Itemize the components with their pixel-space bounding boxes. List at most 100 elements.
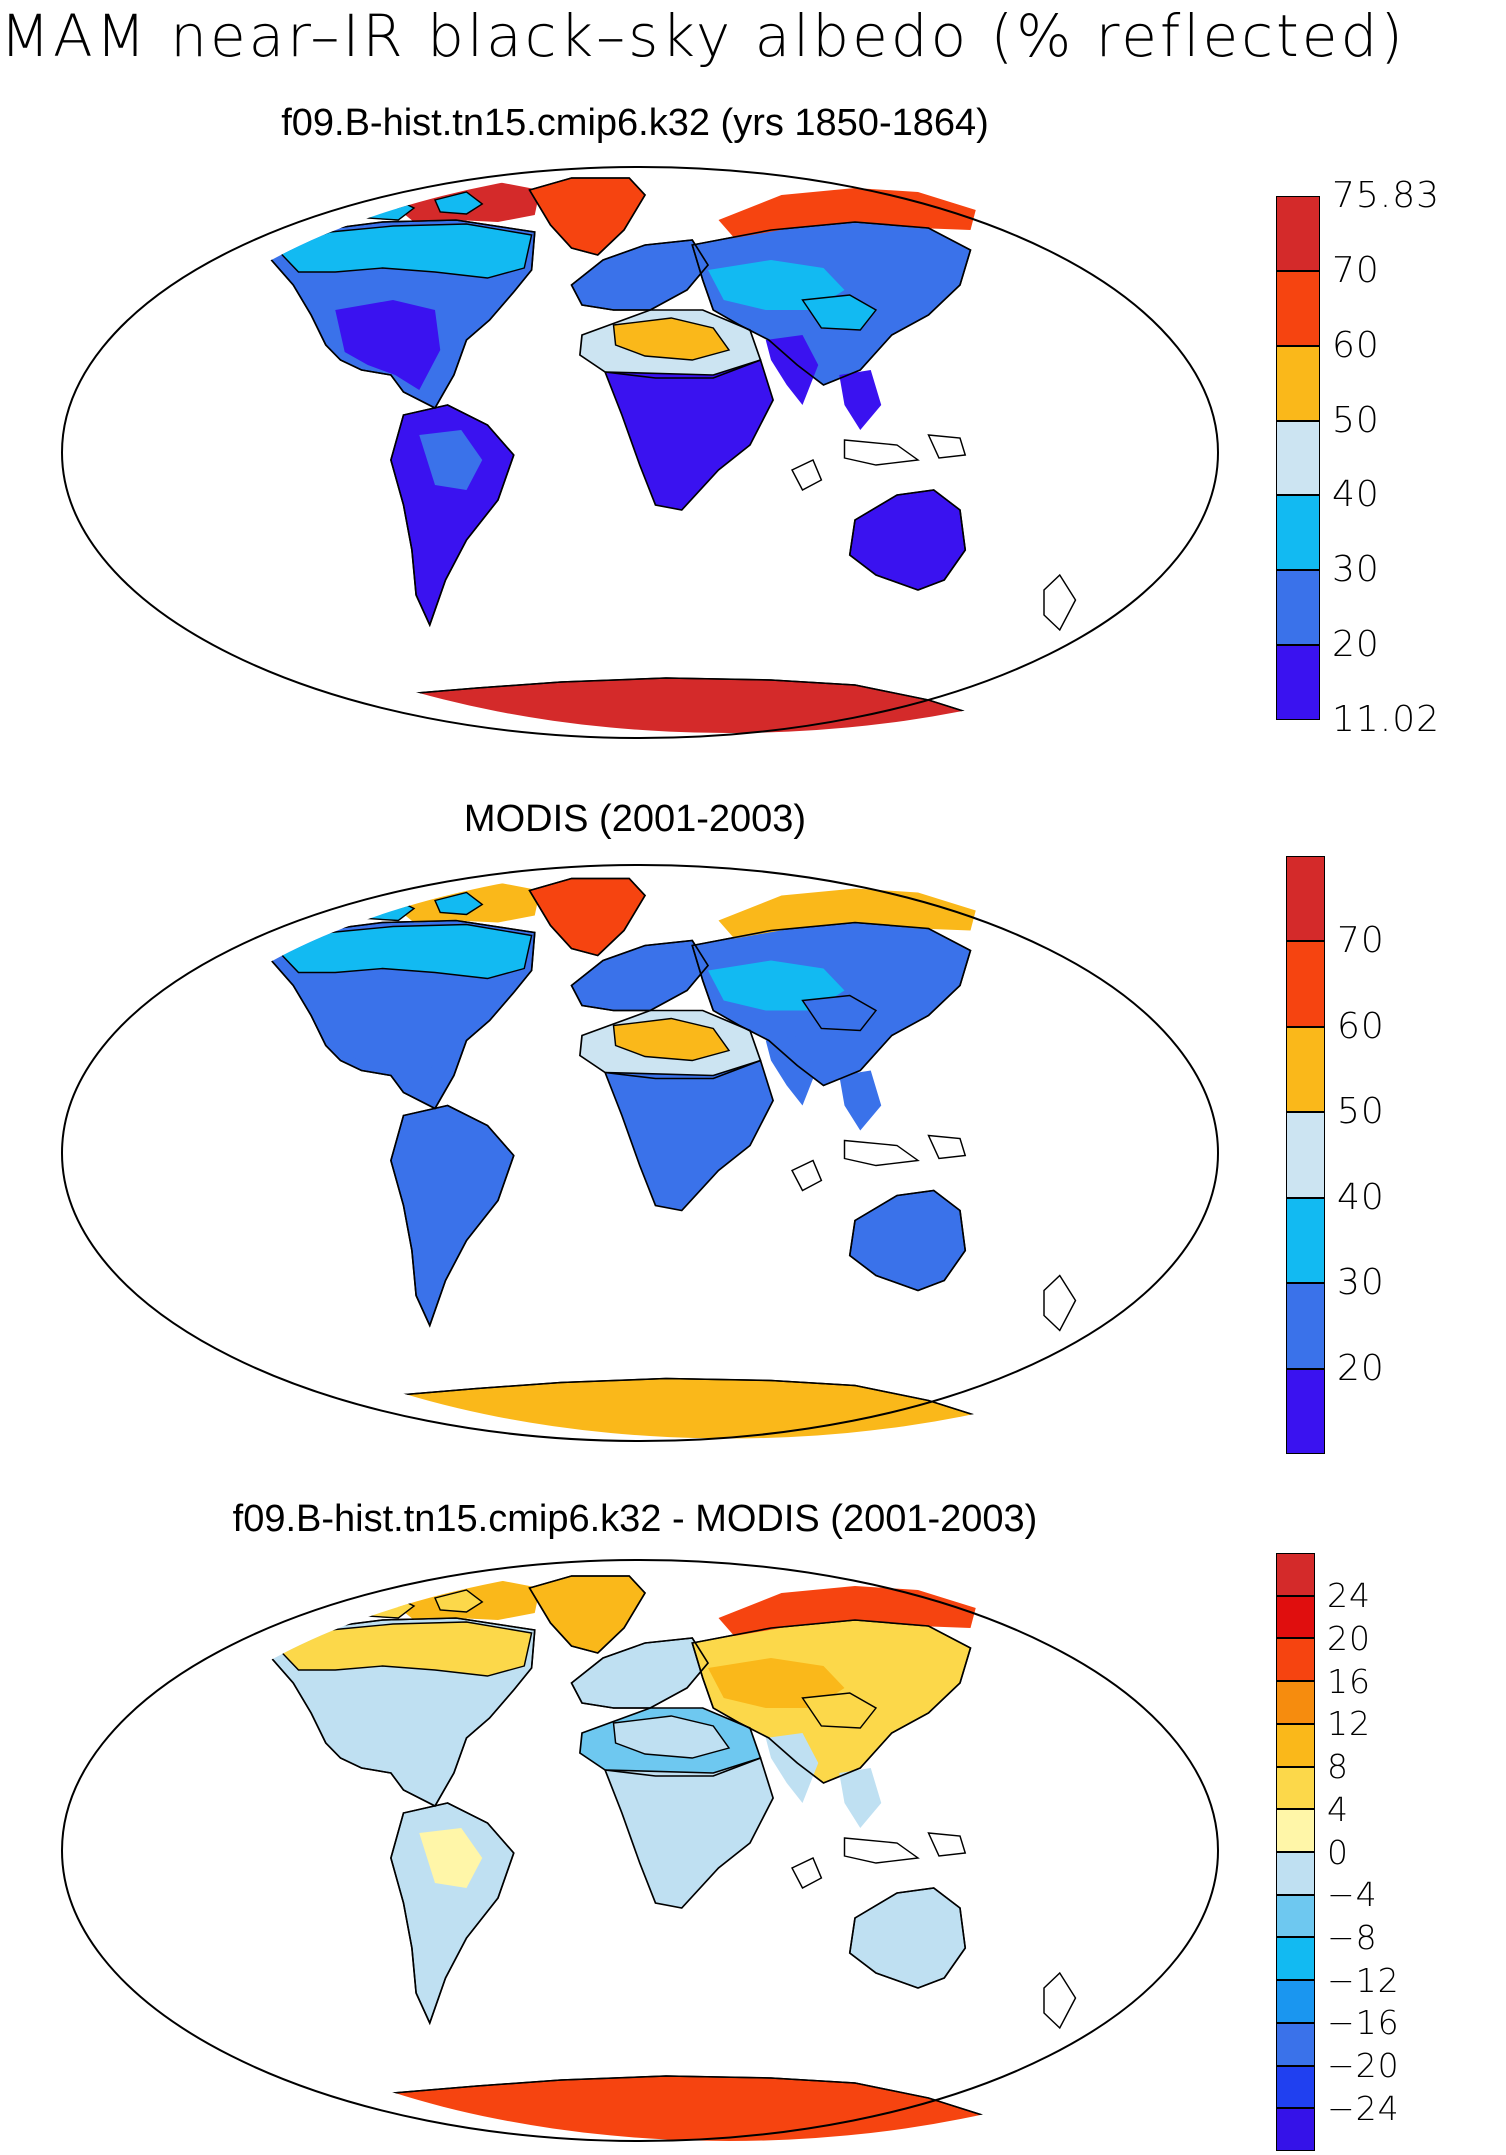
colorbar-tick-label: 24: [1327, 1576, 1371, 1616]
map-border: [61, 1559, 1219, 2142]
coastline-africa-north: [579, 309, 762, 379]
coastline-island: [355, 1592, 416, 1619]
panel-1-title: f09.B-hist.tn15.cmip6.k32 (yrs 1850-1864…: [281, 102, 989, 144]
colorbar-tick-label: −4: [1327, 1875, 1378, 1915]
colorbar-tick-label: −8: [1327, 1917, 1378, 1957]
land-north-america-interior: [335, 1000, 441, 1091]
land-tibet: [801, 994, 878, 1032]
coastline-greenland: [528, 1575, 647, 1654]
coastline-island: [433, 891, 484, 916]
colorbar-swatch: [1276, 1937, 1315, 1981]
coastline-south-america: [390, 1104, 515, 1328]
colorbar-tick-label: 60: [1332, 324, 1380, 366]
land-tibet: [801, 294, 878, 331]
colorbar-tick-label: 70: [1332, 249, 1380, 291]
coastline-island: [843, 1139, 920, 1167]
colorbar-tick-label: 12: [1327, 1704, 1371, 1744]
land-south-america-inner: [419, 430, 483, 490]
land-india-se-asia: [765, 1035, 882, 1131]
colorbar-swatch: [1286, 856, 1325, 942]
land-sahara: [612, 317, 731, 361]
land-tibet: [801, 1692, 878, 1729]
colorbar-swatch: [1276, 1809, 1315, 1852]
colorbar-swatch: [1276, 1638, 1315, 1682]
colorbar-panel-1: 11.02 20 30 40 50 60 70 75.83: [1276, 178, 1439, 738]
land-south-america-inner: [419, 1130, 483, 1191]
coastline-asia: [691, 1619, 972, 1784]
colorbar-swatch: [1276, 1723, 1315, 1767]
coastline-island: [1043, 1971, 1077, 2030]
colorbar-swatch: [1276, 1766, 1315, 1810]
panel-2-title: MODIS (2001-2003): [463, 798, 807, 840]
coastline-island: [843, 439, 920, 466]
coastline-island: [927, 1134, 967, 1160]
coastline-africa-south: [603, 1756, 774, 1909]
colorbar-swatch: [1276, 420, 1320, 496]
land-south-america-inner: [419, 1828, 483, 1888]
colorbar-swatch: [1286, 1283, 1325, 1369]
land-central-asia: [708, 1658, 845, 1708]
colorbar-tick-label: 40: [1332, 474, 1380, 516]
colorbar-tick-label: 8: [1327, 1747, 1349, 1787]
coastline-south-america: [390, 404, 515, 628]
colorbar-swatch: [1286, 1026, 1325, 1113]
land-canada: [276, 1621, 533, 1677]
colorbar-tick-label: 20: [1332, 624, 1380, 666]
coastline-south-america: [390, 1802, 515, 2026]
coastline-australia: [848, 1887, 967, 1989]
land-canada: [276, 223, 533, 279]
colorbar-tick-label: 60: [1337, 1005, 1385, 1047]
land-antarctica: [266, 1377, 993, 1439]
colorbar-tick-label: 30: [1337, 1262, 1385, 1304]
land-africa-south: [605, 360, 774, 510]
colorbar-tick-label: 40: [1337, 1176, 1385, 1218]
figure-title: MAM near–IR black–sky albedo (% reflecte…: [0, 2, 1406, 70]
coastline-africa-south: [603, 358, 774, 511]
colorbar-tick-label: −16: [1327, 2003, 1400, 2043]
coastline-island: [433, 1589, 484, 1613]
coastline-africa-south: [603, 1059, 774, 1212]
coastline-island: [355, 194, 416, 221]
coastline-greenland: [528, 177, 647, 256]
colorbar-tick-label: −20: [1327, 2046, 1400, 2086]
colorbar-swatch: [1276, 1894, 1315, 1938]
colorbar-swatch: [1276, 2065, 1315, 2109]
land-india-se-asia: [765, 1733, 882, 1828]
land-africa-south: [605, 1060, 774, 1211]
land-sahara: [612, 1017, 731, 1062]
colorbar-swatch: [1276, 570, 1320, 646]
coastline-island: [927, 434, 967, 459]
coastline-asia: [691, 221, 972, 386]
colorbar-swatch: [1276, 270, 1320, 346]
colorbar-swatch: [1276, 495, 1320, 571]
land-north-america-interior: [335, 300, 441, 390]
coastline-africa-north: [579, 1707, 762, 1777]
land-central-asia: [708, 260, 845, 310]
colorbar-tick-label: −12: [1327, 1960, 1400, 2000]
coastline-island: [1043, 1274, 1077, 1332]
coastline-antarctica: [266, 2075, 993, 2141]
coastline-africa-north: [579, 1009, 762, 1080]
coastline-europe: [570, 939, 710, 1012]
land-siberia-north: [718, 1586, 976, 1636]
colorbar-swatch: [1276, 2022, 1315, 2066]
world-map-panel-1: [61, 166, 1219, 739]
colorbar-swatch: [1286, 1112, 1325, 1198]
coastline-north-america: [265, 1617, 536, 1808]
map-border: [61, 166, 1219, 739]
coastline-island: [791, 1159, 823, 1192]
colorbar-tick-label: 75.83: [1332, 175, 1441, 216]
colorbar-swatch: [1286, 1197, 1325, 1284]
colorbar-tick-label: 50: [1337, 1091, 1385, 1133]
land-canada: [276, 923, 533, 980]
colorbar-swatch: [1276, 1553, 1315, 1596]
colorbar-tick-label: 50: [1332, 399, 1380, 441]
colorbar-tick-label: 16: [1327, 1661, 1371, 1701]
coastline-asia: [691, 921, 972, 1087]
colorbar-swatch: [1276, 1681, 1315, 1724]
land-greenland: [528, 877, 646, 957]
coastline-europe: [570, 239, 710, 311]
land-india-se-asia: [765, 335, 882, 430]
coastline-australia: [848, 489, 967, 591]
coastline-island: [927, 1832, 967, 1857]
